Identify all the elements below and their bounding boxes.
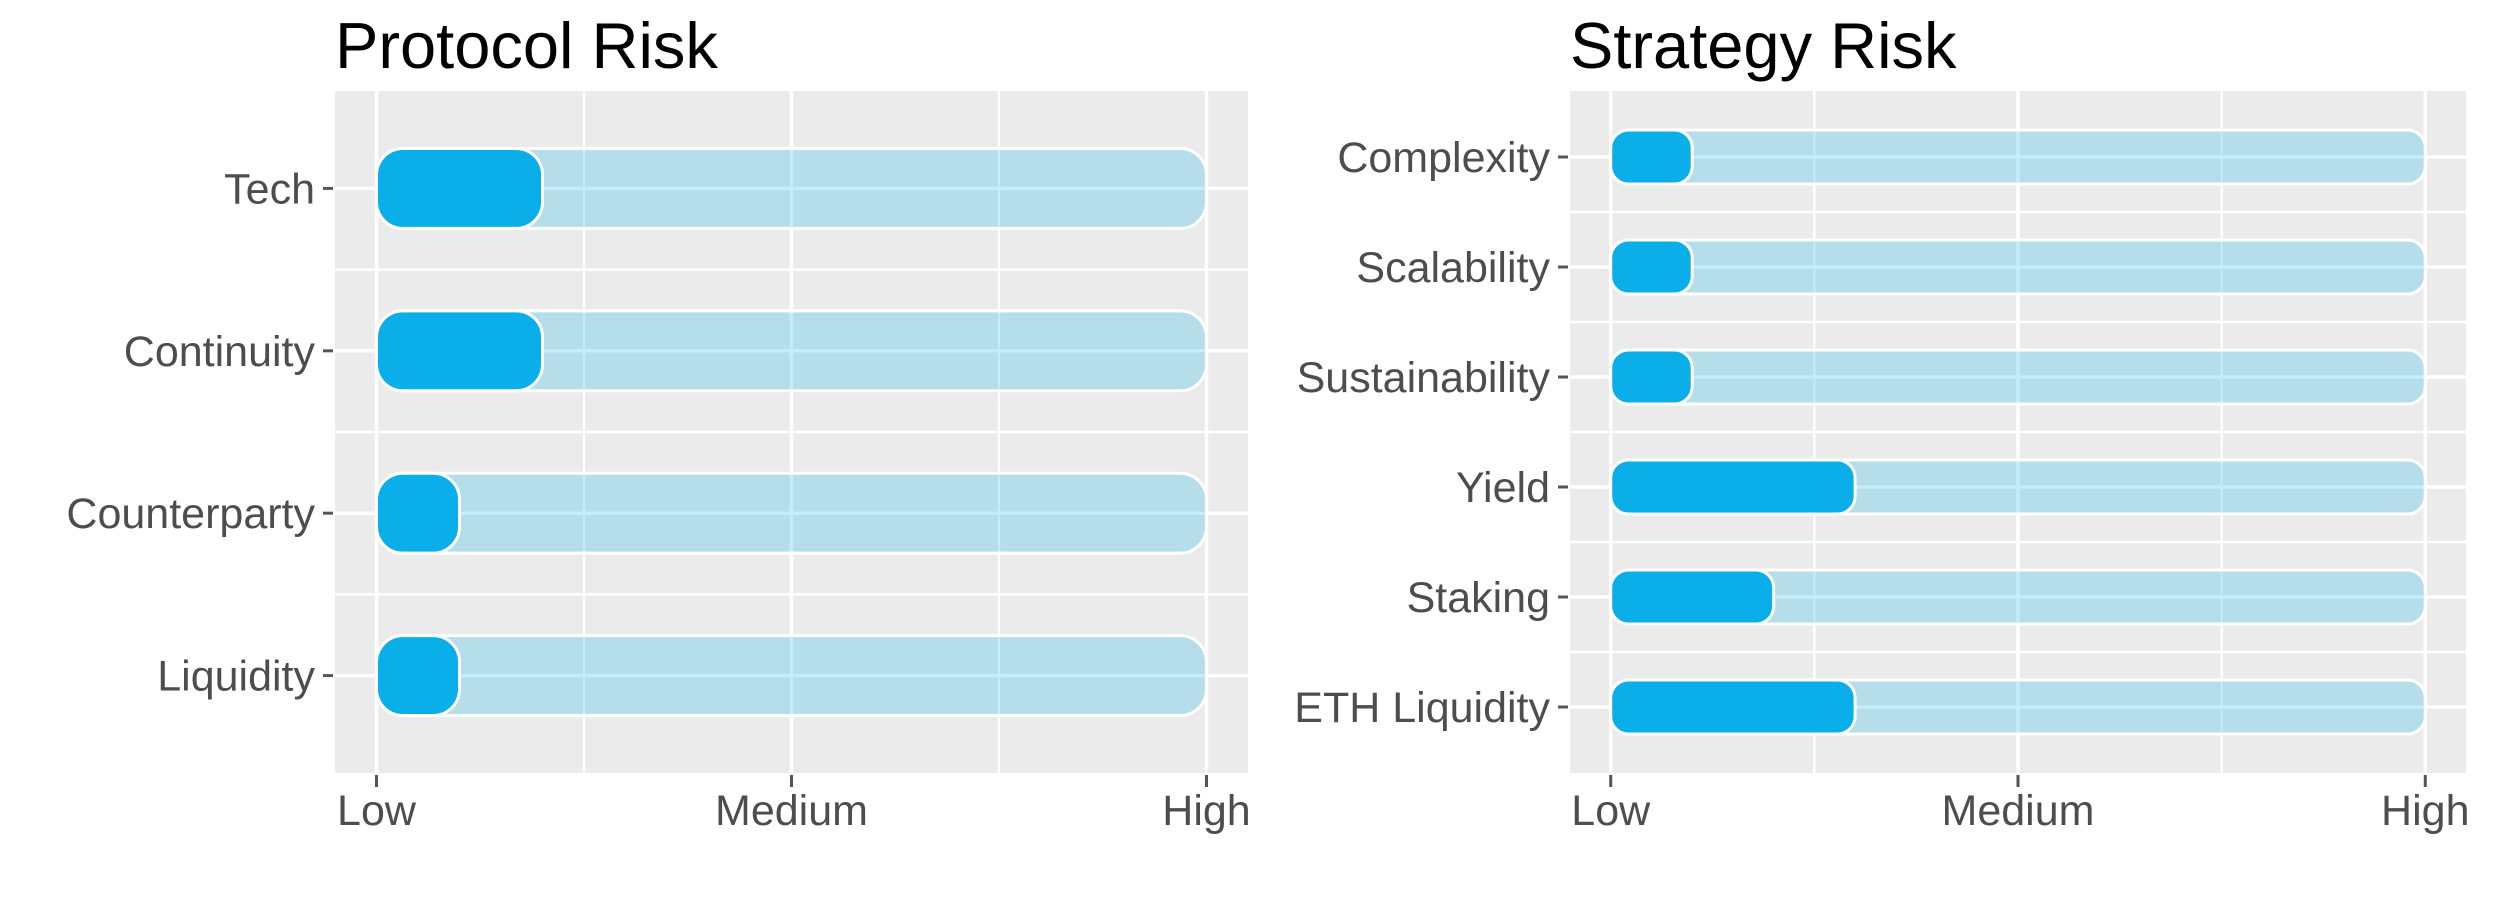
x-axis-label-high: High bbox=[1162, 787, 1250, 835]
risk-bar-track bbox=[1609, 348, 2427, 406]
risk-bar-eth-liquidity bbox=[1609, 678, 1857, 736]
strategy-risk-chart: Complexity Scalability Sustainability Yield… bbox=[1294, 9, 2469, 835]
risk-bar-continuity bbox=[375, 309, 544, 393]
risk-bar-track bbox=[1609, 128, 2427, 186]
category-label-eth-liquidity: ETH Liquidity bbox=[1294, 684, 1550, 732]
risk-bar-scalability bbox=[1609, 238, 1694, 296]
category-label-yield: Yield bbox=[1456, 464, 1550, 512]
risk-bar-track bbox=[375, 634, 1208, 718]
risk-bar-counterparty bbox=[375, 471, 461, 555]
x-axis-label-low: Low bbox=[337, 787, 417, 835]
risk-bar-tech bbox=[375, 146, 544, 230]
x-axis-label-high: High bbox=[2381, 787, 2469, 835]
protocol-risk-chart: Tech Continuity Counterparty Liquidity Low Me… bbox=[66, 9, 1250, 835]
category-label-complexity: Complexity bbox=[1337, 134, 1550, 182]
chart-title-strategy-risk: Strategy Risk bbox=[1570, 9, 1957, 82]
risk-bar-staking bbox=[1609, 568, 1776, 626]
risk-bar-yield bbox=[1609, 458, 1857, 516]
category-label-staking: Staking bbox=[1407, 574, 1550, 622]
x-axis-label-low: Low bbox=[1571, 787, 1651, 835]
category-label-scalability: Scalability bbox=[1356, 244, 1550, 292]
chart-title-protocol-risk: Protocol Risk bbox=[335, 9, 718, 82]
category-label-liquidity: Liquidity bbox=[157, 653, 315, 701]
risk-bar-track bbox=[1609, 238, 2427, 296]
x-axis-label-medium: Medium bbox=[715, 787, 868, 835]
risk-bar-sustainability bbox=[1609, 348, 1694, 406]
risk-bar-track bbox=[375, 471, 1208, 555]
category-label-counterparty: Counterparty bbox=[66, 490, 315, 538]
category-label-tech: Tech bbox=[224, 165, 315, 213]
category-label-sustainability: Sustainability bbox=[1297, 354, 1551, 402]
x-axis-label-medium: Medium bbox=[1942, 787, 2095, 835]
risk-bar-complexity bbox=[1609, 128, 1694, 186]
category-label-continuity: Continuity bbox=[124, 328, 316, 376]
risk-bar-liquidity bbox=[375, 634, 461, 718]
